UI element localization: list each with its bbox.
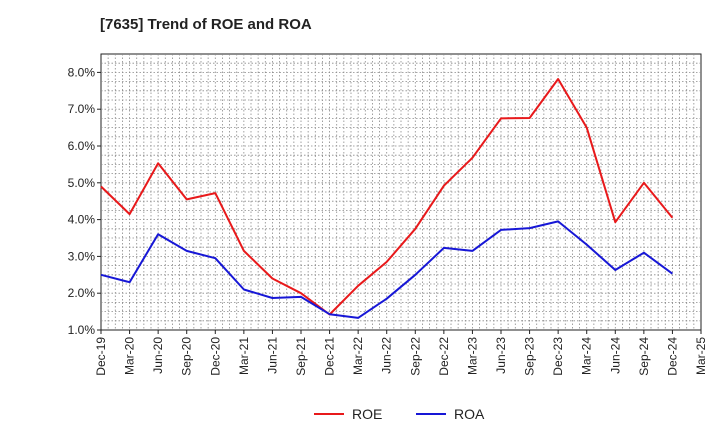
series-lines xyxy=(100,78,674,319)
y-axis-ticks: 1.0% 2.0% 3.0% 4.0% 5.0% 6.0% 7.0% 8.0% xyxy=(68,65,101,337)
y-tick-label: 5.0% xyxy=(68,176,96,190)
y-tick-label: 6.0% xyxy=(68,139,96,153)
x-tick-label: Sep-24 xyxy=(637,337,651,376)
x-tick-label: Dec-22 xyxy=(437,337,451,376)
x-tick-label: Dec-23 xyxy=(551,337,565,376)
x-axis-ticks: Dec-19 Mar-20 Jun-20 Sep-20 Dec-20 Mar-21 Jun-… xyxy=(94,330,708,376)
x-tick-label: Sep-22 xyxy=(408,337,422,376)
y-tick-label: 2.0% xyxy=(68,286,96,300)
x-tick-label: Dec-19 xyxy=(94,337,108,376)
x-tick-label: Dec-24 xyxy=(665,337,679,376)
y-tick-label: 7.0% xyxy=(68,102,96,116)
x-tick-label: Sep-21 xyxy=(294,337,308,376)
y-tick-label: 3.0% xyxy=(68,249,96,263)
y-tick-label: 8.0% xyxy=(68,65,96,79)
x-tick-label: Mar-25 xyxy=(694,337,708,375)
x-tick-label: Mar-24 xyxy=(580,337,594,375)
x-tick-label: Mar-20 xyxy=(123,337,137,375)
x-tick-label: Jun-21 xyxy=(265,337,279,374)
y-tick-label: 1.0% xyxy=(68,323,96,337)
x-tick-label: Jun-22 xyxy=(380,337,394,374)
y-tick-label: 4.0% xyxy=(68,213,96,227)
x-tick-label: Jun-23 xyxy=(494,337,508,374)
legend: ROE ROA xyxy=(314,406,485,422)
roa-legend-label: ROA xyxy=(454,406,485,422)
x-tick-label: Jun-20 xyxy=(151,337,165,374)
x-tick-label: Jun-24 xyxy=(608,337,622,374)
x-tick-label: Mar-22 xyxy=(351,337,365,375)
x-tick-label: Mar-21 xyxy=(237,337,251,375)
x-tick-label: Sep-20 xyxy=(180,337,194,376)
x-tick-label: Dec-20 xyxy=(208,337,222,376)
chart-title: [7635] Trend of ROE and ROA xyxy=(100,16,312,33)
roa-series-line xyxy=(100,220,673,319)
roe-series-line xyxy=(100,78,674,316)
roe-legend-label: ROE xyxy=(352,406,382,422)
x-tick-label: Sep-23 xyxy=(523,337,537,376)
x-tick-label: Mar-23 xyxy=(465,337,479,375)
x-tick-label: Dec-21 xyxy=(323,337,337,376)
